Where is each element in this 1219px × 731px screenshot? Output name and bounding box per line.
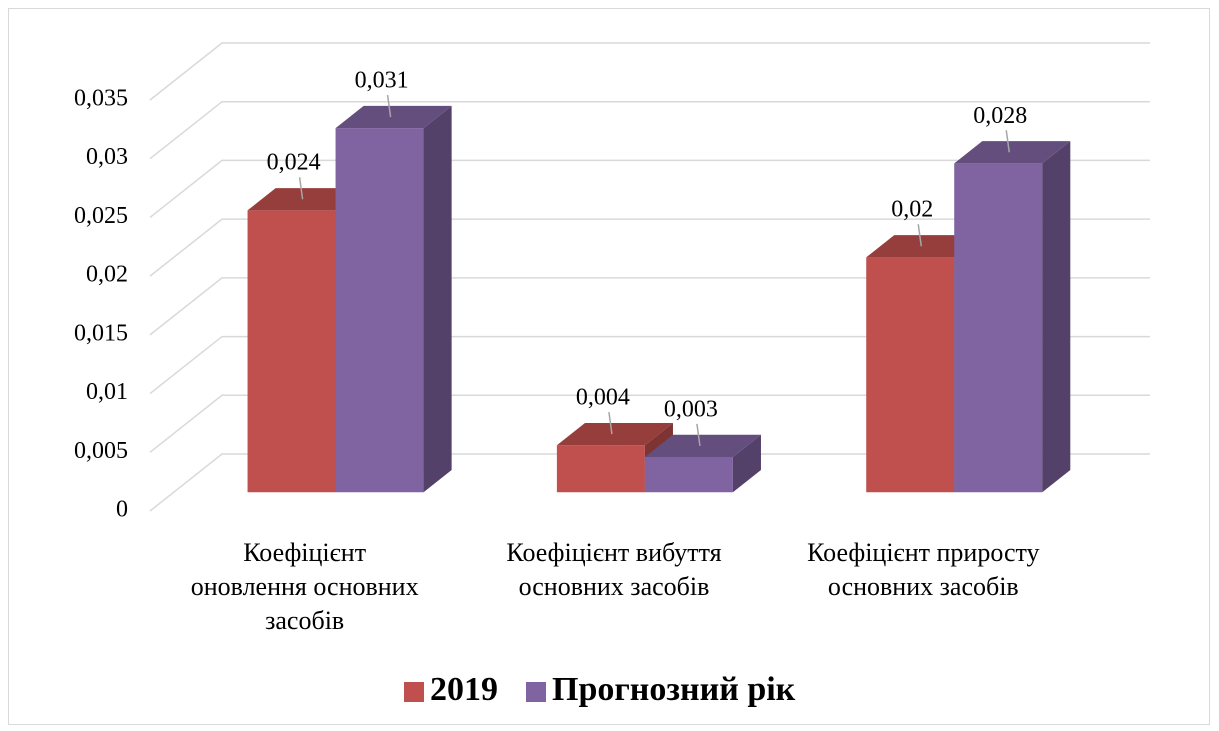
bar-top [954,141,1071,164]
grid-line [149,335,1150,395]
y-tick-label: 0,035 [74,86,128,112]
x-tick-label: Коефіцієнт вибуття [506,538,721,567]
legend-swatch [404,682,424,702]
value-label: 0,028 [973,103,1027,129]
bar-front [644,456,733,493]
bar [954,141,1071,493]
bar-top [247,188,364,211]
leader-line [298,177,304,200]
x-tick-label: Коефіцієнт [243,538,366,567]
y-tick-label: 0,03 [86,144,128,170]
bar-front [954,163,1043,493]
grid-line [149,394,1150,453]
grid-line [149,42,1150,101]
value-label: 0,031 [355,68,409,94]
y-tick-label: 0,02 [86,262,128,288]
bar-side [732,434,761,493]
x-tick-label: Коефіцієнт приросту [807,538,1039,567]
bar-top [866,235,983,258]
leader-line [696,423,701,446]
grid-line [149,218,1150,277]
value-label: 0,003 [664,396,718,422]
bar [335,105,452,493]
legend-label: 2019 [430,671,498,708]
grid-line [149,453,1150,512]
y-tick-label: 0 [116,497,128,523]
y-tick-label: 0,015 [74,320,128,346]
y-tick-label: 0,005 [74,438,128,464]
value-label: 0,004 [576,385,630,411]
grid-line [149,159,1150,219]
x-tick-label: засобів [265,606,344,635]
grid-line [149,100,1150,160]
leader-line [1005,130,1011,153]
x-tick-label: оновлення основних [191,572,419,601]
bar-front [866,257,955,493]
leader-line [608,412,613,435]
y-tick-label: 0,01 [86,379,128,405]
value-label: 0,024 [267,150,321,176]
leader-line [917,224,923,247]
bar-side [1042,141,1071,493]
leader-line [386,94,392,118]
legend-label: Прогнозний рік [552,671,796,708]
y-tick-label: 0,025 [74,203,128,229]
x-tick-label: основних засобів [828,572,1019,601]
bar-top [644,434,761,457]
bar-front [247,210,336,493]
bar-front [556,445,645,493]
bar-top [335,105,452,129]
x-tick-label: основних засобів [519,572,710,601]
grid-line [149,277,1150,336]
bar-front [335,128,424,493]
bar [644,434,761,493]
value-label: 0,02 [891,197,933,223]
bar-side [423,105,452,493]
legend-swatch [526,682,546,702]
bar-top [556,422,673,446]
